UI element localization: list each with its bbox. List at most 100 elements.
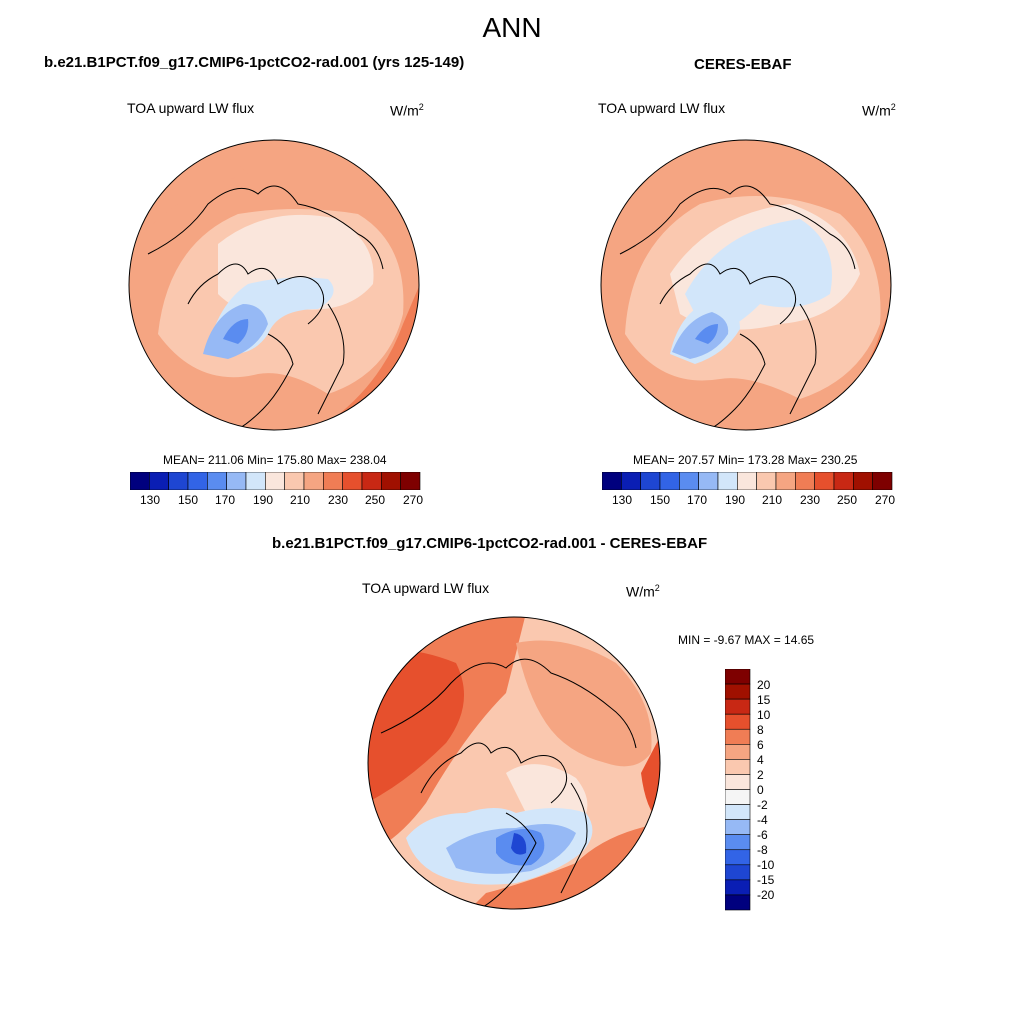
colorbar-swatch xyxy=(381,472,401,490)
colorbar-swatch xyxy=(149,472,169,490)
map-hot-region xyxy=(368,649,464,803)
colorbar-swatch xyxy=(725,683,751,700)
colorbar-swatch xyxy=(775,472,796,490)
colorbar-tick-label: 250 xyxy=(364,493,386,507)
colorbar-swatch xyxy=(679,472,699,490)
map-cold-core xyxy=(223,319,249,344)
colorbar-tick-label: 130 xyxy=(611,493,633,507)
colorbar-swatches xyxy=(725,669,751,911)
colorbar-tick-label: 15 xyxy=(757,693,771,707)
colorbar-swatch xyxy=(323,472,343,490)
colorbar-swatch xyxy=(737,472,757,490)
colorbar-swatch xyxy=(245,472,266,490)
colorbar-swatch xyxy=(602,472,622,490)
colorbar-tick-label: 150 xyxy=(177,493,199,507)
colorbar-swatch xyxy=(361,472,382,490)
colorbar-swatch xyxy=(640,472,661,490)
colorbar-swatch xyxy=(168,472,189,490)
colorbar-tick-label: 210 xyxy=(289,493,311,507)
model-units-label: W/m2 xyxy=(390,102,424,119)
colorbar-swatch xyxy=(187,472,208,490)
colorbar-swatch xyxy=(265,472,285,490)
map-coastline xyxy=(380,658,637,909)
colorbar-tick-label: -10 xyxy=(757,858,775,872)
diff-variable-label: TOA upward LW flux xyxy=(362,580,490,596)
colorbar-swatch xyxy=(621,472,641,490)
colorbar-swatch xyxy=(725,744,751,760)
colorbar-swatch xyxy=(872,472,893,490)
obs-stats: MEAN= 207.57 Min= 173.28 Max= 230.25 xyxy=(633,453,858,467)
colorbar-swatch xyxy=(400,472,421,490)
colorbar-tick-label: 8 xyxy=(757,723,764,737)
colorbar-tick-label: -20 xyxy=(757,888,775,902)
colorbar-swatch xyxy=(725,789,751,805)
diff-units-label: W/m2 xyxy=(626,583,660,600)
colorbar-tick-label: -6 xyxy=(757,828,768,842)
colorbar-swatch xyxy=(717,472,738,490)
colorbar-tick-label: 250 xyxy=(836,493,858,507)
diff-colorbar-labels: 20 15 10 8 6 4 2 0 -2 -4 -6 -8 -10 -15 -… xyxy=(757,669,797,911)
model-colorbar xyxy=(130,472,421,490)
colorbar-swatches xyxy=(602,472,893,490)
colorbar-tick-label: 270 xyxy=(402,493,424,507)
obs-colorbar-labels: 130 150 170 190 210 230 250 270 xyxy=(602,493,896,509)
colorbar-swatches xyxy=(130,472,421,490)
colorbar-swatch xyxy=(725,819,751,835)
colorbar-swatch xyxy=(284,472,305,490)
obs-units-label: W/m2 xyxy=(862,102,896,119)
colorbar-swatch xyxy=(659,472,680,490)
colorbar-swatch xyxy=(725,879,751,896)
colorbar-tick-label: -8 xyxy=(757,843,768,857)
colorbar-swatch xyxy=(725,804,751,820)
diff-colorbar xyxy=(725,669,751,911)
colorbar-swatch xyxy=(725,728,751,745)
colorbar-tick-label: 170 xyxy=(686,493,708,507)
colorbar-swatch xyxy=(725,669,751,685)
colorbar-tick-label: 170 xyxy=(214,493,236,507)
colorbar-tick-label: 190 xyxy=(252,493,274,507)
colorbar-swatch xyxy=(130,472,150,490)
colorbar-swatch xyxy=(725,894,751,911)
colorbar-swatch xyxy=(725,864,751,881)
colorbar-tick-label: 150 xyxy=(649,493,671,507)
colorbar-swatch xyxy=(725,834,751,851)
colorbar-swatch xyxy=(342,472,363,490)
map-coastline xyxy=(147,185,384,430)
obs-variable-label: TOA upward LW flux xyxy=(598,100,726,116)
colorbar-swatch xyxy=(725,849,751,866)
map-cold-core xyxy=(695,324,718,344)
colorbar-tick-label: 230 xyxy=(327,493,349,507)
colorbar-swatch xyxy=(795,472,815,490)
colorbar-tick-label: 2 xyxy=(757,768,764,782)
colorbar-swatch xyxy=(725,713,751,730)
colorbar-tick-label: 210 xyxy=(761,493,783,507)
colorbar-tick-label: 6 xyxy=(757,738,764,752)
obs-polar-map xyxy=(600,139,892,431)
colorbar-swatch xyxy=(833,472,854,490)
model-panel-heading: b.e21.B1PCT.f09_g17.CMIP6-1pctCO2-rad.00… xyxy=(44,54,465,71)
model-stats: MEAN= 211.06 Min= 175.80 Max= 238.04 xyxy=(163,453,387,467)
obs-colorbar xyxy=(602,472,893,490)
colorbar-swatch xyxy=(207,472,227,490)
diff-polar-map xyxy=(367,616,661,910)
page-title: ANN xyxy=(482,12,542,43)
colorbar-swatch xyxy=(303,472,324,490)
colorbar-tick-label: 130 xyxy=(139,493,161,507)
colorbar-tick-label: -4 xyxy=(757,813,768,827)
colorbar-tick-label: 10 xyxy=(757,708,771,722)
colorbar-swatch xyxy=(853,472,873,490)
colorbar-swatch xyxy=(725,698,751,715)
colorbar-tick-label: 4 xyxy=(757,753,764,767)
colorbar-tick-label: 20 xyxy=(757,678,771,692)
colorbar-tick-label: 190 xyxy=(724,493,746,507)
model-variable-label: TOA upward LW flux xyxy=(127,100,255,116)
colorbar-tick-label: 230 xyxy=(799,493,821,507)
colorbar-tick-label: -15 xyxy=(757,873,775,887)
colorbar-swatch xyxy=(814,472,835,490)
diff-panel-heading: b.e21.B1PCT.f09_g17.CMIP6-1pctCO2-rad.00… xyxy=(272,535,708,552)
model-polar-map xyxy=(128,139,420,431)
colorbar-tick-label: 270 xyxy=(874,493,896,507)
colorbar-tick-label: 0 xyxy=(757,783,764,797)
colorbar-tick-label: -2 xyxy=(757,798,768,812)
map-coastline xyxy=(619,185,856,430)
